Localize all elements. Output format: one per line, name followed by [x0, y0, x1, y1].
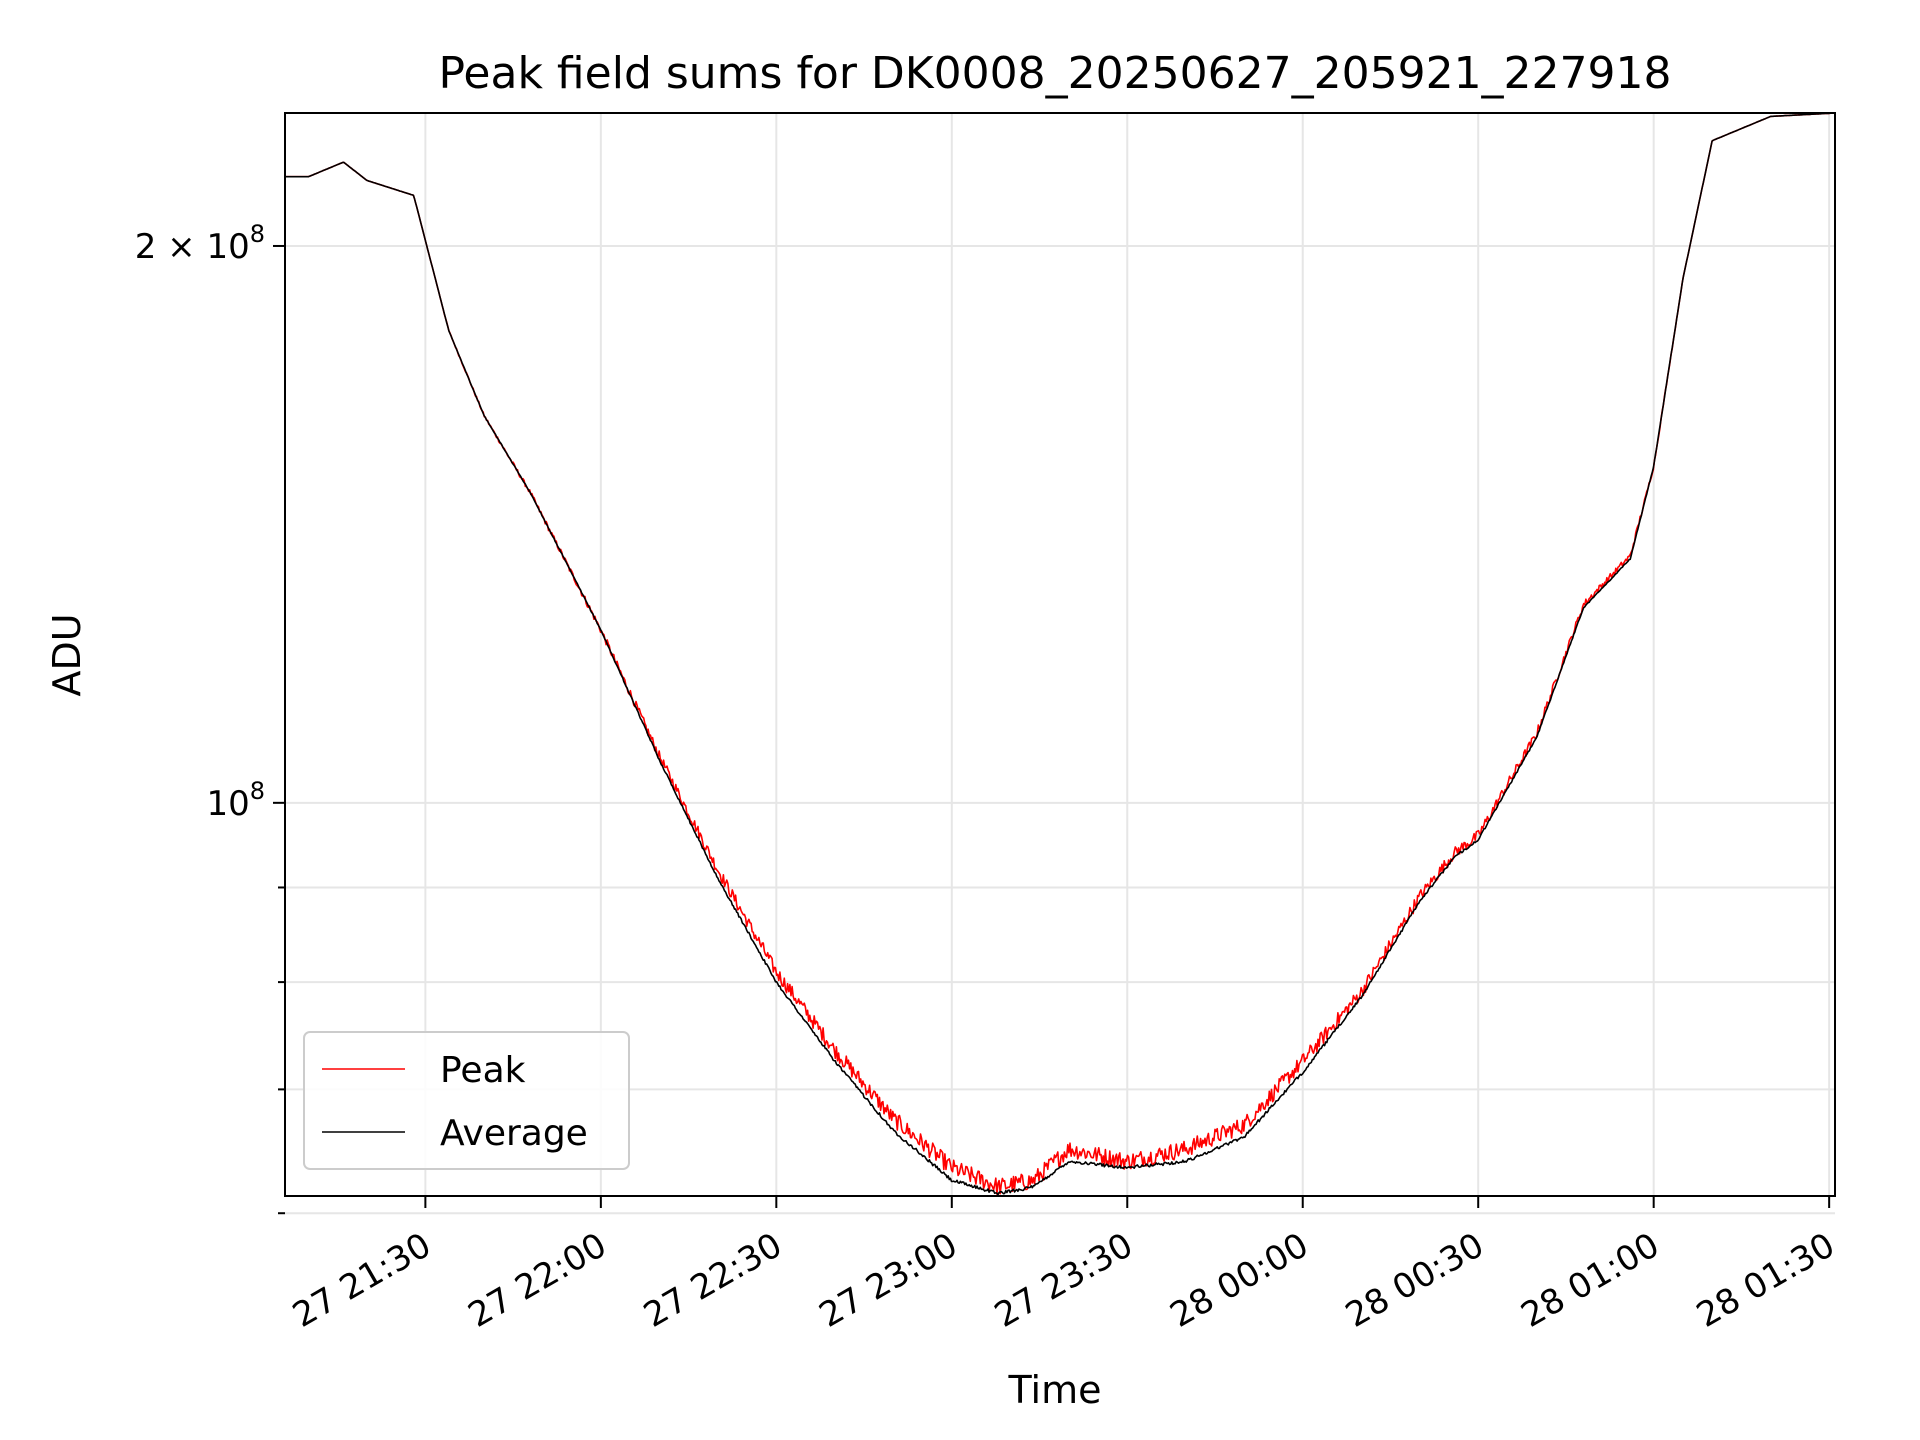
legend-label-peak: Peak [440, 1050, 526, 1091]
x-tick-label: 27 23:30 [988, 1225, 1140, 1336]
series-layer [285, 112, 1836, 1196]
x-tick-label: 27 22:30 [637, 1225, 789, 1336]
x-tick-label: 28 00:00 [1164, 1225, 1316, 1336]
x-tick-label: 28 01:00 [1514, 1225, 1666, 1336]
y-axis-label: ADU [45, 613, 89, 696]
plot-frame [284, 112, 1836, 1197]
y-tick-label: 2 × 108 [135, 220, 265, 267]
chart-title: Peak field sums for DK0008_20250627_2059… [438, 48, 1671, 99]
x-tick-label: 27 23:00 [813, 1225, 965, 1336]
x-tick-label: 27 22:00 [462, 1225, 614, 1336]
x-tick-label: 28 00:30 [1339, 1225, 1491, 1336]
x-tick-label: 27 21:30 [286, 1225, 438, 1336]
legend-label-average: Average [440, 1113, 588, 1154]
y-tick-label: 108 [206, 777, 265, 824]
grid [285, 113, 1835, 1215]
series-line-average [285, 112, 1836, 1196]
x-tick-label: 28 01:30 [1690, 1225, 1842, 1336]
legend: Peak Average [303, 1031, 630, 1170]
legend-box [303, 1031, 630, 1170]
x-axis-label: Time [1008, 1368, 1102, 1412]
